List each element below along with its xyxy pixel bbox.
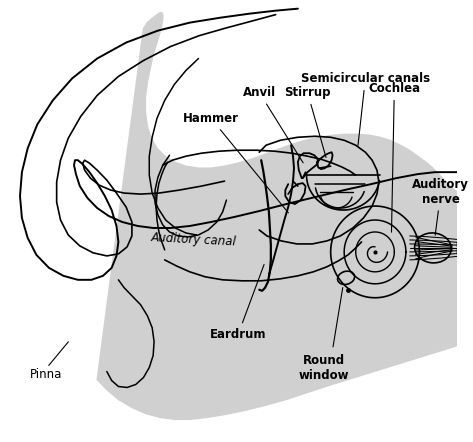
Text: Round
window: Round window <box>298 354 349 381</box>
Text: Eardrum: Eardrum <box>210 264 266 341</box>
Polygon shape <box>97 13 457 419</box>
Ellipse shape <box>415 233 451 263</box>
Text: Anvil: Anvil <box>243 86 303 163</box>
Polygon shape <box>0 1 457 441</box>
Text: Hammer: Hammer <box>183 112 289 213</box>
Text: Auditory canal: Auditory canal <box>150 231 236 249</box>
Text: Semicircular canals: Semicircular canals <box>301 72 430 145</box>
Text: Pinna: Pinna <box>30 368 62 381</box>
Text: Stirrup: Stirrup <box>284 86 331 157</box>
Text: Auditory
nerve: Auditory nerve <box>412 178 469 206</box>
Text: Cochlea: Cochlea <box>368 82 420 232</box>
